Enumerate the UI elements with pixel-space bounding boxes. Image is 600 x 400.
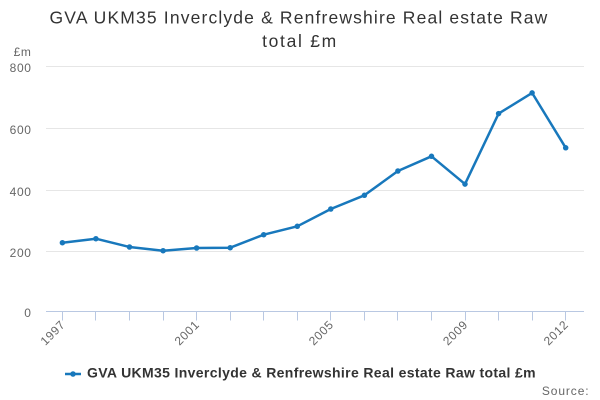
svg-text:200: 200	[10, 246, 32, 260]
svg-text:total £m: total £m	[262, 31, 338, 51]
svg-text:GVA UKM35 Inverclyde & Renfrew: GVA UKM35 Inverclyde & Renfrewshire Real…	[50, 8, 549, 28]
svg-text:800: 800	[10, 61, 32, 75]
svg-text:GVA UKM35 Inverclyde & Renfrew: GVA UKM35 Inverclyde & Renfrewshire Real…	[87, 365, 536, 381]
svg-text:£m: £m	[14, 45, 32, 59]
svg-text:0: 0	[24, 306, 31, 320]
svg-text:600: 600	[10, 123, 32, 137]
svg-text:Source:: Source:	[542, 384, 590, 398]
svg-text:400: 400	[10, 185, 32, 199]
